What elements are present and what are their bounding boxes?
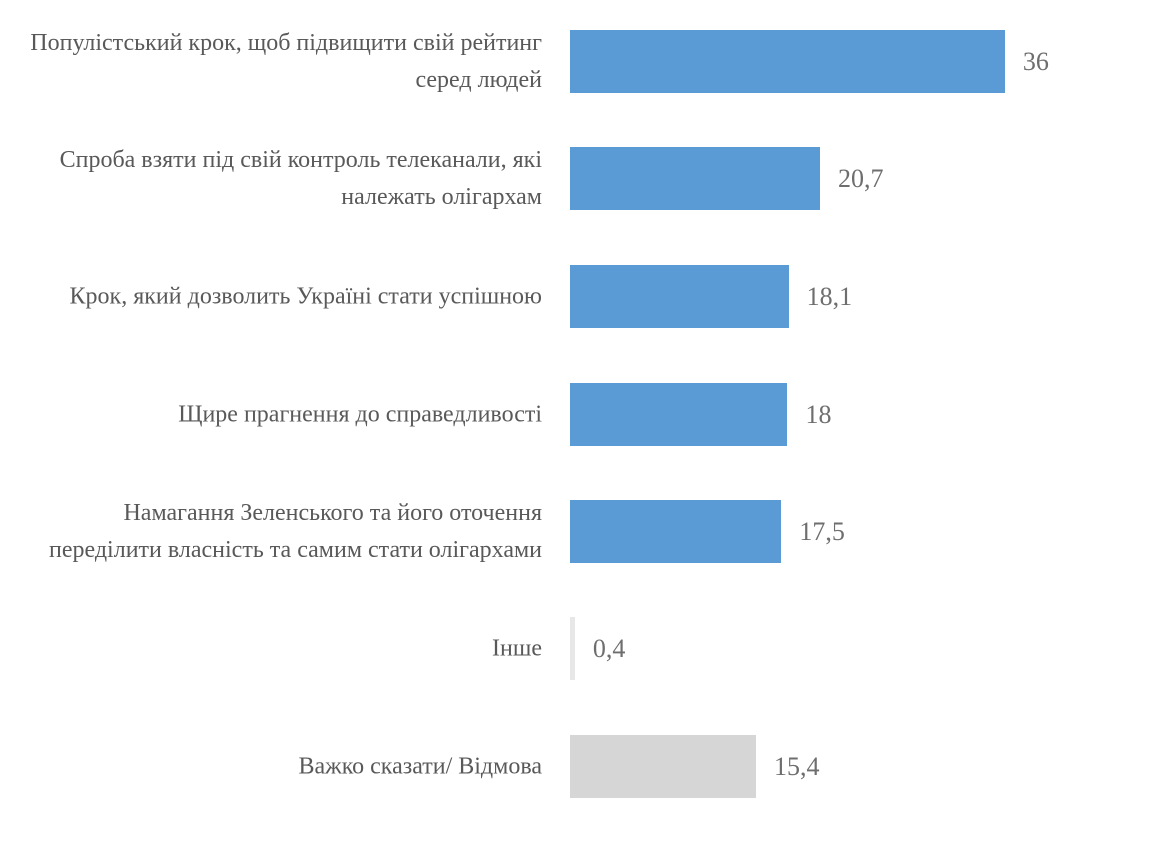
bar-row: Важко сказати/ Відмова 15,4 xyxy=(0,735,1160,798)
category-label: Важко сказати/ Відмова xyxy=(298,753,542,779)
value-label: 20,7 xyxy=(838,163,884,193)
category-label: Крок, який дозволить Україні стати успіш… xyxy=(69,283,542,309)
category-label: Інше xyxy=(492,635,542,661)
category-label: Популістський крок, щоб підвищити свій р… xyxy=(30,29,542,93)
bar-row: Крок, який дозволить Україні стати успіш… xyxy=(0,265,1160,328)
value-label: 15,4 xyxy=(774,751,820,781)
value-label: 17,5 xyxy=(799,516,845,546)
bar-row: Щире прагнення до справедливості 18 xyxy=(0,383,1160,446)
value-label: 36 xyxy=(1022,46,1049,76)
bar-row: Спроба взяти під свій контроль телеканал… xyxy=(0,147,1160,210)
category-label: Щире прагнення до справедливості xyxy=(178,401,542,427)
bar xyxy=(570,30,1005,93)
category-label: Намагання Зеленського та його оточення п… xyxy=(49,499,542,563)
bar-row: Намагання Зеленського та його оточення п… xyxy=(0,500,1160,563)
bar xyxy=(570,500,782,563)
bar-row: Інше 0,4 xyxy=(0,617,1160,680)
category-label: Спроба взяти під свій контроль телеканал… xyxy=(59,146,542,210)
value-label: 18,1 xyxy=(806,281,853,311)
value-label: 0,4 xyxy=(592,633,626,663)
bar xyxy=(570,265,789,328)
value-label: 18 xyxy=(805,399,832,429)
bar xyxy=(570,147,821,210)
bar-row: Популістський крок, щоб підвищити свій р… xyxy=(0,30,1160,93)
bar xyxy=(570,383,788,446)
bar xyxy=(570,617,575,680)
bar xyxy=(570,735,757,798)
